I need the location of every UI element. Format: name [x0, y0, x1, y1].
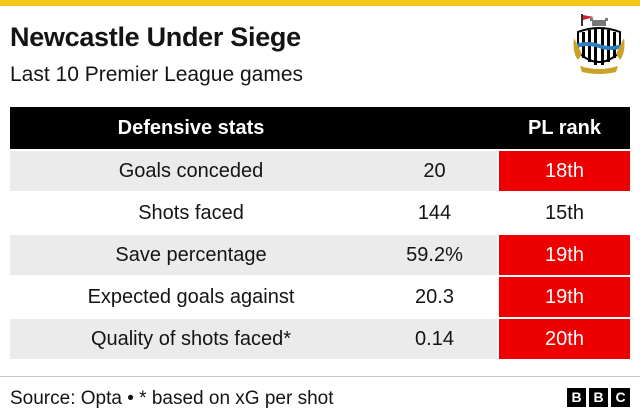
stats-table: Defensive stats PL rank Goals conceded 2…	[10, 107, 630, 359]
table-row: Quality of shots faced* 0.14 20th	[10, 319, 630, 359]
table-row: Goals conceded 20 18th	[10, 151, 630, 191]
stat-value: 59.2%	[372, 235, 497, 275]
stat-label: Save percentage	[10, 235, 372, 275]
rank-badge: 18th	[499, 151, 630, 191]
stat-label: Shots faced	[138, 202, 244, 224]
stat-label: Expected goals against	[87, 286, 295, 308]
stat-label: Quality of shots faced*	[10, 319, 372, 359]
rank-value: 15th	[545, 202, 584, 224]
bbc-logo: B B C	[567, 388, 630, 407]
stat-label: Goals conceded	[10, 151, 372, 191]
rank-badge: 20th	[499, 319, 630, 359]
top-accent-bar	[0, 0, 640, 6]
stat-value: 20	[372, 151, 497, 191]
page-title: Newcastle Under Siege	[10, 22, 301, 52]
stat-value: 20.3	[415, 286, 454, 308]
source-note: Source: Opta • * based on xG per shot	[10, 388, 334, 409]
table-row: Expected goals against 20.3 19th	[10, 277, 630, 317]
stat-value: 144	[417, 202, 452, 224]
header-pl-rank: PL rank	[528, 117, 601, 139]
table-row: Shots faced 144 15th	[10, 193, 630, 233]
table-row: Save percentage 59.2% 19th	[10, 235, 630, 275]
table-header: Defensive stats PL rank	[10, 107, 630, 149]
rank-badge: 19th	[499, 277, 630, 317]
header-defensive-stats: Defensive stats	[117, 117, 265, 139]
bbc-logo-letter: B	[589, 388, 608, 407]
page-subtitle: Last 10 Premier League games	[10, 63, 304, 86]
rank-badge: 19th	[499, 235, 630, 275]
newcastle-crest-icon	[573, 14, 625, 74]
stat-value: 0.14	[372, 319, 497, 359]
bbc-logo-letter: B	[567, 388, 586, 407]
bbc-logo-letter: C	[611, 388, 630, 407]
footer-divider	[0, 376, 640, 377]
